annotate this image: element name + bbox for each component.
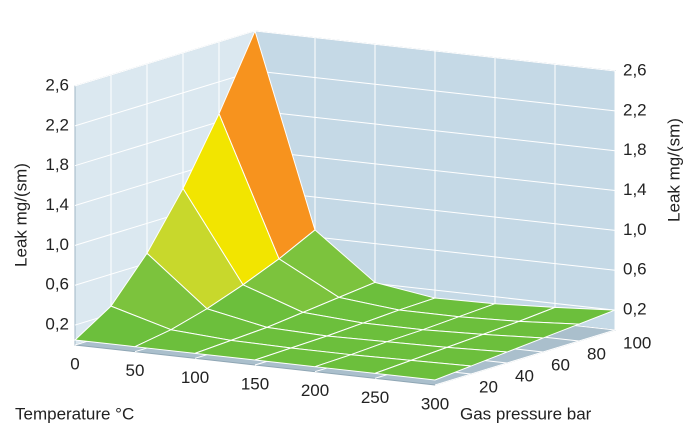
y-tick-label: 100 [623, 333, 651, 352]
z-tick-label: 1,4 [45, 195, 69, 214]
x-tick-label: 200 [301, 381, 329, 400]
y-tick-label: 20 [479, 377, 498, 396]
x-axis-title: Temperature °C [15, 404, 134, 423]
x-tick-label: 0 [70, 354, 79, 373]
z-tick-label: 2,6 [45, 75, 69, 94]
x-tick-label: 50 [126, 361, 145, 380]
z-tick-label: 0,6 [623, 260, 647, 279]
z-tick-label: 2,2 [45, 115, 69, 134]
z-tick-label: 1,0 [45, 235, 69, 254]
z-tick-label: 1,0 [623, 220, 647, 239]
z-tick-label: 1,8 [623, 140, 647, 159]
z-tick-label: 0,2 [45, 315, 69, 334]
y-axis-title: Gas pressure bar [460, 404, 592, 423]
z-tick-label: 2,6 [623, 60, 647, 79]
x-tick-label: 300 [421, 394, 449, 413]
x-tick-label: 250 [361, 388, 389, 407]
z-tick-label: 1,8 [45, 155, 69, 174]
grid-line [434, 329, 616, 386]
y-tick-label: 40 [515, 366, 534, 385]
y-tick-label: 60 [551, 355, 570, 374]
z-tick-label: 2,2 [623, 100, 647, 119]
y-tick-label: 80 [587, 344, 606, 363]
z-tick-label: 0,6 [45, 275, 69, 294]
grid-line [74, 70, 256, 127]
z-axis-title-left: Leak mg/(sm) [11, 163, 30, 267]
z-tick-label: 0,2 [623, 300, 647, 319]
surface-patch [374, 359, 472, 381]
grid-line [74, 30, 256, 87]
x-tick-label: 100 [181, 368, 209, 387]
x-tick-label: 150 [241, 374, 269, 393]
z-tick-label: 1,4 [623, 180, 647, 199]
z-axis-title-right: Leak mg/(sm) [664, 118, 683, 222]
